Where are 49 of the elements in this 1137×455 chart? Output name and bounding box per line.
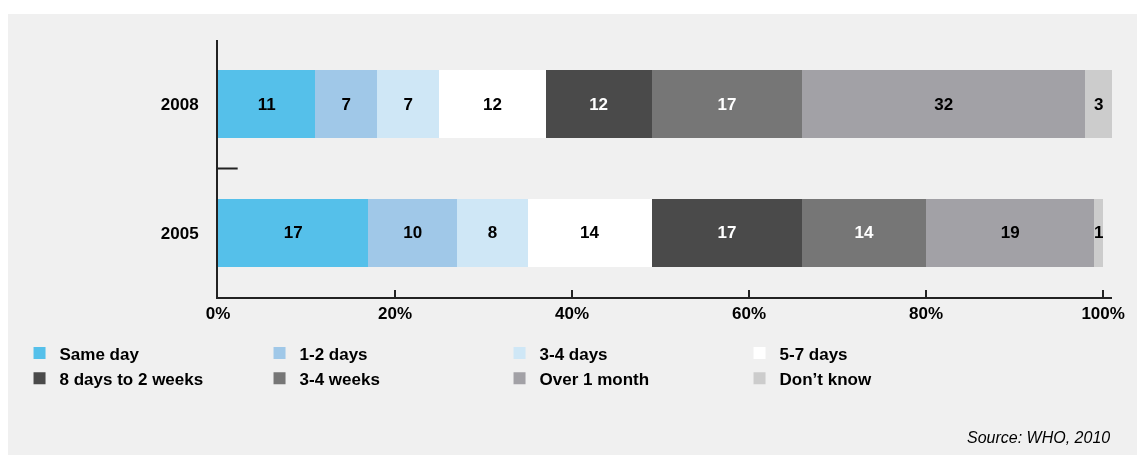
data-label: 8 [487, 223, 498, 243]
legend-label: 1-2 days [299, 344, 368, 364]
data-label: 12 [589, 94, 609, 114]
data-label: 3 [1093, 94, 1104, 114]
data-label: 19 [1000, 223, 1020, 243]
legend-label: Don’t know [779, 369, 872, 389]
bar [527, 198, 652, 267]
data-label: 17 [717, 94, 737, 114]
data-label: 7 [341, 94, 352, 114]
legend-label: 5-7 days [779, 344, 848, 364]
bar [456, 198, 528, 267]
data-label: 14 [854, 223, 874, 243]
legend-label: 8 days to 2 weeks [59, 369, 204, 389]
data-label: 10 [403, 223, 423, 243]
data-label: 17 [283, 223, 303, 243]
bar [377, 70, 440, 139]
bar [802, 198, 927, 267]
x-tick-label: 20% [378, 304, 413, 324]
data-label: 7 [403, 94, 414, 114]
bar [651, 70, 803, 139]
bar [315, 70, 378, 139]
y-tick-label: 2008 [160, 95, 199, 115]
bar [1094, 198, 1104, 267]
bar [218, 70, 316, 139]
data-label: 17 [717, 223, 737, 243]
bar [545, 70, 652, 139]
bar [218, 198, 369, 267]
x-tick-label: 40% [555, 304, 590, 324]
bar [651, 198, 803, 267]
data-label: 1 [1093, 223, 1104, 243]
bar [439, 70, 546, 139]
data-label: 11 [257, 94, 276, 114]
x-tick-label: 0% [205, 304, 231, 324]
y-tick-label: 2005 [160, 223, 199, 243]
legend-label: Over 1 month [539, 369, 650, 389]
bar [926, 198, 1095, 267]
legend-label: 3-4 days [539, 344, 608, 364]
legend-label: Same day [59, 344, 140, 364]
bar [1085, 70, 1112, 139]
x-tick-label: 80% [909, 304, 944, 324]
source-note: Source: WHO, 2010 [967, 429, 1111, 446]
data-label: 32 [934, 94, 954, 114]
bar [802, 70, 1086, 139]
data-label: 12 [482, 94, 502, 114]
x-tick-label: 100% [1081, 304, 1125, 324]
legend-label: 3-4 weeks [299, 369, 380, 389]
bar [368, 198, 457, 267]
x-tick-label: 60% [732, 304, 767, 324]
data-label: 14 [580, 223, 600, 243]
